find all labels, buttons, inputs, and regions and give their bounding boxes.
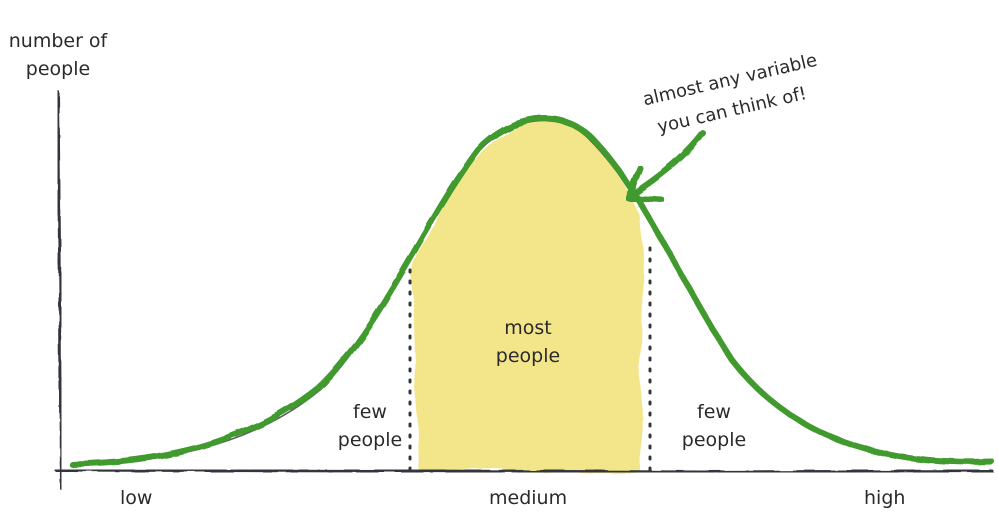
most-people-region — [412, 117, 643, 473]
annotation-arrow-head — [625, 165, 665, 203]
x-tick-low: low — [120, 487, 153, 509]
y-axis — [56, 90, 63, 490]
y-axis-label: number of people — [6, 27, 110, 83]
region-label-left: few people — [320, 398, 420, 454]
region-label-right-line2: people — [681, 429, 747, 451]
region-label-right-line1: few — [697, 401, 731, 423]
region-label-center: most people — [478, 314, 578, 370]
y-axis-label-line1: number of — [8, 30, 108, 52]
region-label-center-line2: people — [495, 345, 561, 367]
x-tick-high: high — [864, 487, 906, 509]
region-label-left-line1: few — [353, 401, 387, 423]
y-axis-label-line2: people — [25, 58, 91, 80]
region-label-center-line1: most — [504, 317, 552, 339]
region-label-left-line2: people — [337, 429, 403, 451]
region-label-right: few people — [664, 398, 764, 454]
x-tick-medium: medium — [489, 487, 568, 509]
bell-curve-line — [69, 115, 995, 467]
annotation-arrow-shaft — [633, 130, 706, 195]
x-axis — [54, 468, 994, 474]
